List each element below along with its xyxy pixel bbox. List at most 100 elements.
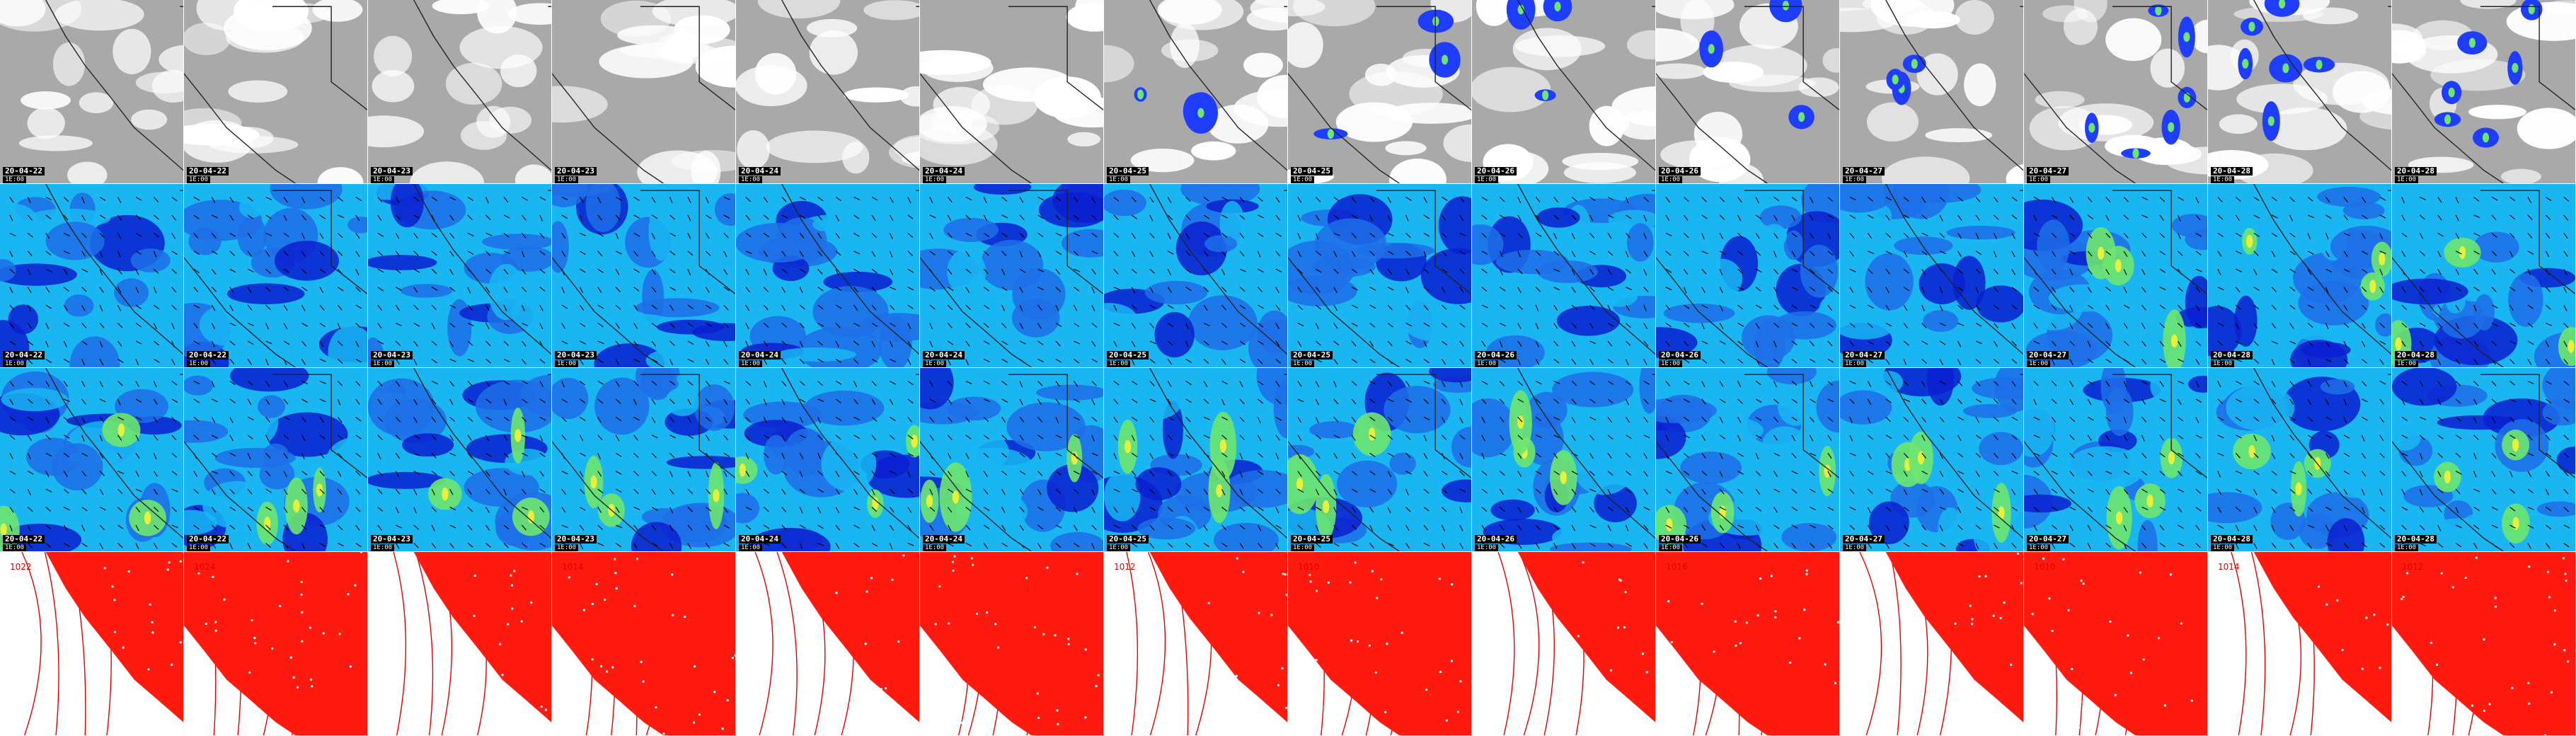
pressure-map: [920, 552, 1103, 735]
frame-hour-label: 1E:00: [739, 544, 763, 551]
frame-hour-label: 1E:00: [187, 360, 211, 367]
frame-date-label: 20-04-22: [187, 535, 229, 544]
isobar-label: 1024: [194, 562, 216, 572]
frame-date-label: 20-04-23: [555, 167, 597, 176]
pressure-panel: [920, 552, 1104, 736]
pressure-panel: 1010: [2024, 552, 2208, 736]
wind-map: [1104, 368, 1287, 551]
frame-hour-label: 1E:00: [1475, 544, 1499, 551]
frame-hour-label: 1E:00: [1291, 360, 1315, 367]
frame-date-label: 20-04-28: [2211, 535, 2253, 544]
pressure-map: [1288, 552, 1471, 735]
frame-hour-label: 1E:00: [1843, 544, 1867, 551]
clouds-panel: 20-04-22 1E:00: [0, 0, 184, 184]
clouds-map: [0, 0, 183, 183]
frame-date-label: 20-04-25: [1107, 167, 1149, 176]
clouds-panel: 20-04-25 1E:00: [1288, 0, 1472, 184]
frame-date-label: 20-04-22: [3, 351, 45, 360]
clouds-panel: 20-04-24 1E:00: [736, 0, 920, 184]
wind-panel: 20-04-25 1E:00: [1288, 184, 1472, 368]
wind-map: [2024, 184, 2207, 367]
frame-hour-label: 1E:00: [555, 544, 579, 551]
clouds-map: [1656, 0, 1839, 183]
pressure-panel: 1010: [1288, 552, 1472, 736]
frame-hour-label: 1E:00: [2027, 544, 2051, 551]
frame-hour-label: 1E:00: [923, 176, 947, 183]
clouds-map: [368, 0, 551, 183]
frame-date-label: 20-04-28: [2211, 167, 2253, 176]
wind-panel: 20-04-27 1E:00: [2024, 368, 2208, 552]
wind-panel: 20-04-28 1E:00: [2208, 368, 2392, 552]
clouds-panel: 20-04-25 1E:00: [1104, 0, 1288, 184]
wind-panel: 20-04-23 1E:00: [368, 368, 552, 552]
pressure-panel: 1024: [184, 552, 368, 736]
frame-hour-label: 1E:00: [1475, 360, 1499, 367]
frame-hour-label: 1E:00: [371, 360, 395, 367]
frame-date-label: 20-04-24: [739, 167, 781, 176]
wind-map: [2024, 368, 2207, 551]
wind-map: [2392, 184, 2575, 367]
frame-date-label: 20-04-23: [371, 535, 413, 544]
frame-date-label: 20-04-28: [2395, 535, 2437, 544]
frame-hour-label: 1E:00: [3, 176, 27, 183]
frame-hour-label: 1E:00: [555, 360, 579, 367]
frame-date-label: 20-04-22: [187, 351, 229, 360]
frame-hour-label: 1E:00: [739, 176, 763, 183]
clouds-panel: 20-04-26 1E:00: [1472, 0, 1656, 184]
pressure-panel: [1840, 552, 2024, 736]
pressure-panel: [736, 552, 920, 736]
wind-panel: 20-04-24 1E:00: [736, 368, 920, 552]
wind-map: [1840, 184, 2023, 367]
frame-date-label: 20-04-28: [2395, 167, 2437, 176]
clouds-panel: 20-04-28 1E:00: [2392, 0, 2576, 184]
clouds-map: [1104, 0, 1287, 183]
frame-date-label: 20-04-28: [2211, 351, 2253, 360]
wind-panel: 20-04-27 1E:00: [1840, 184, 2024, 368]
frame-hour-label: 1E:00: [2027, 360, 2051, 367]
frame-hour-label: 1E:00: [923, 360, 947, 367]
frame-hour-label: 1E:00: [923, 544, 947, 551]
frame-date-label: 20-04-25: [1291, 535, 1333, 544]
frame-hour-label: 1E:00: [1659, 176, 1683, 183]
clouds-panel: 20-04-23 1E:00: [552, 0, 736, 184]
wind-map: [2392, 368, 2575, 551]
pressure-panel: 1016: [1656, 552, 1840, 736]
isobar-label: 1010: [1298, 562, 1320, 572]
wind-map: [1288, 184, 1471, 367]
frame-date-label: 20-04-28: [2395, 351, 2437, 360]
wind-panel: 20-04-24 1E:00: [736, 184, 920, 368]
frame-date-label: 20-04-26: [1659, 351, 1701, 360]
frame-hour-label: 1E:00: [187, 544, 211, 551]
pressure-panel: [1472, 552, 1656, 736]
wind-map: [1472, 184, 1655, 367]
frame-date-label: 20-04-24: [739, 535, 781, 544]
clouds-map: [2024, 0, 2207, 183]
pressure-map: [0, 552, 183, 735]
frame-hour-label: 1E:00: [739, 360, 763, 367]
wind-panel: 20-04-27 1E:00: [2024, 184, 2208, 368]
frame-hour-label: 1E:00: [1659, 544, 1683, 551]
wind-panel: 20-04-22 1E:00: [184, 184, 368, 368]
pressure-map: [2392, 552, 2575, 735]
frame-date-label: 20-04-22: [187, 167, 229, 176]
clouds-map: [1288, 0, 1471, 183]
isobar-label: 1014: [562, 562, 584, 572]
pressure-panel: 1022: [0, 552, 184, 736]
wind-map: [368, 368, 551, 551]
frame-date-label: 20-04-27: [2027, 351, 2069, 360]
clouds-map: [1840, 0, 2023, 183]
isobar-label: 1010: [2034, 562, 2056, 572]
wind-map: [736, 368, 919, 551]
pressure-panel: 1012: [2392, 552, 2576, 736]
pressure-map: [368, 552, 551, 735]
frame-date-label: 20-04-25: [1291, 351, 1333, 360]
wind-map: [920, 184, 1103, 367]
pressure-map: [736, 552, 919, 735]
wind-map: [184, 368, 367, 551]
wind-panel: 20-04-25 1E:00: [1104, 368, 1288, 552]
frame-date-label: 20-04-26: [1659, 167, 1701, 176]
frame-hour-label: 1E:00: [2395, 360, 2419, 367]
wind-map: [1104, 184, 1287, 367]
frame-hour-label: 1E:00: [1843, 176, 1867, 183]
